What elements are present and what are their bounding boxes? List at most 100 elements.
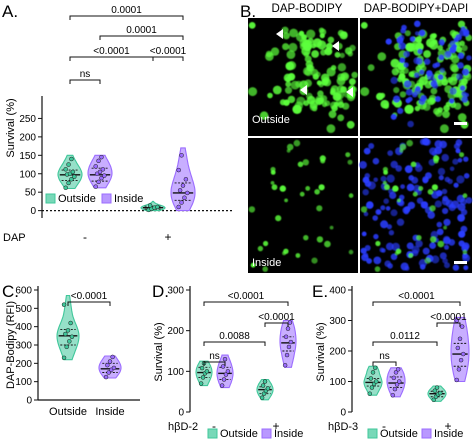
cell-spot [386, 174, 395, 183]
cell-spot [396, 218, 405, 226]
cell-spot [373, 256, 382, 265]
cell-spot [248, 87, 258, 97]
cell-spot [367, 181, 376, 190]
data-point [434, 385, 440, 390]
cell-spot [284, 86, 293, 94]
data-point [155, 204, 160, 210]
data-point [220, 364, 226, 369]
cell-spot [250, 262, 256, 268]
cell-spot [282, 43, 290, 51]
significance-bracket [69, 15, 184, 20]
cell-spot [297, 161, 304, 168]
chart-e: 0 100 200 300 400 Survival (%) <0.0001 <0.0001 0… [315, 286, 470, 440]
cell-spot [453, 37, 459, 43]
data-point [458, 357, 464, 363]
cell-spot [399, 143, 407, 151]
cell-spot [405, 88, 413, 96]
cell-spot [390, 209, 398, 217]
cell-spot [326, 124, 336, 133]
data-point [93, 184, 98, 189]
cell-spot [419, 264, 426, 270]
cell-spot [294, 101, 303, 110]
cell-spot [452, 264, 460, 271]
cell-spot [373, 177, 379, 183]
significance-label: ns [80, 69, 91, 80]
cell-spot [351, 71, 358, 79]
data-point [200, 375, 206, 380]
cell-spot [433, 158, 439, 164]
y-axis-title: DAP-Bodipy (RFI) [5, 301, 17, 389]
cell-spot [443, 104, 450, 112]
y-tick-label: 200 [19, 132, 36, 143]
cell-spot [270, 181, 275, 185]
cell-spot [324, 240, 331, 248]
data-point [285, 326, 291, 331]
cell-spot [376, 209, 382, 215]
cell-spot [449, 166, 455, 172]
scale-bar-inside [454, 261, 467, 264]
legend-label: Outside [58, 193, 96, 205]
legend-label: Outside [380, 428, 418, 440]
violin-outside [363, 365, 383, 396]
legend-swatch-inside [261, 428, 272, 439]
y-tick-label: 150 [19, 151, 36, 162]
data-point [432, 388, 438, 393]
cell-spot [404, 104, 414, 115]
panel-letter-e: E. [312, 282, 328, 301]
y-tick-label: 300 [167, 286, 184, 297]
cell-spot [275, 215, 282, 222]
chart-d: 0 100 200 300 Survival (%) <0.0001 <0.0001 0.00… [153, 286, 303, 441]
significance-label: 0.0112 [390, 331, 420, 342]
cell-spot [441, 188, 448, 195]
data-point [219, 383, 225, 388]
cell-spot [434, 96, 441, 102]
cell-spot [360, 22, 368, 29]
cell-spot [398, 42, 406, 50]
cell-spot [311, 257, 318, 264]
violin-inside [170, 147, 196, 212]
cell-spot [285, 76, 291, 83]
cell-spot [337, 63, 347, 72]
cell-spot [306, 64, 314, 72]
data-point [177, 188, 183, 193]
cell-spot [442, 110, 450, 119]
cell-spot [330, 87, 336, 94]
cell-spot [426, 70, 433, 77]
cell-spot [387, 150, 394, 157]
data-point [390, 392, 396, 398]
cell-spot [429, 33, 437, 40]
cell-spot [284, 198, 288, 203]
arrow-marker [346, 87, 353, 97]
cell-spot [462, 193, 468, 198]
significance-label: 0.0001 [111, 5, 142, 16]
cell-spot [414, 31, 420, 36]
cell-spot [393, 87, 400, 94]
cell-spot [457, 158, 463, 163]
data-point [455, 345, 461, 351]
cell-spot [449, 98, 455, 104]
cell-spot [427, 211, 436, 219]
cell-spot [456, 73, 463, 81]
cell-spot [423, 50, 431, 58]
data-point [147, 203, 153, 208]
data-point [63, 331, 68, 337]
data-point [286, 344, 292, 350]
cell-spot [403, 62, 409, 68]
data-point [93, 164, 98, 169]
cell-spot [420, 201, 429, 209]
data-point [179, 153, 184, 158]
cell-spot [439, 67, 445, 74]
cell-spot [363, 252, 369, 258]
cell-spot [400, 184, 405, 190]
cell-spot [380, 175, 387, 182]
data-point [111, 365, 117, 371]
y-tick-label: 100 [167, 367, 184, 378]
cell-spot [327, 36, 335, 44]
cell-spot [316, 205, 323, 212]
cell-spot [283, 99, 290, 106]
cell-spot [412, 184, 421, 193]
cell-spot [431, 255, 440, 264]
cell-spot [380, 205, 386, 211]
cell-spot [437, 74, 444, 80]
